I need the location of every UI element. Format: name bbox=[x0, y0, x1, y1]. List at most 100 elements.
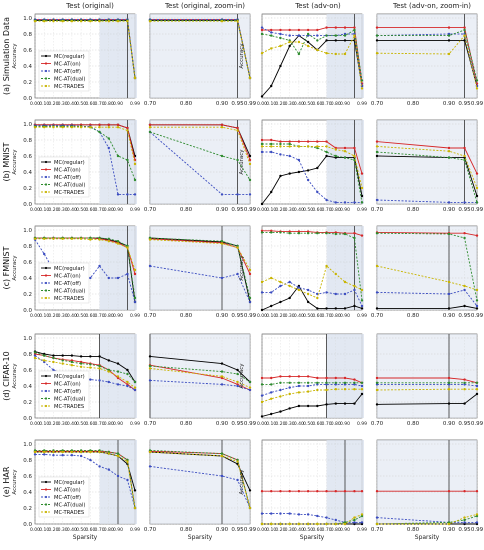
x-tick-label: 0.30 bbox=[58, 207, 68, 213]
x-tick-label: 0.20 bbox=[275, 421, 285, 427]
x-axis-label: Sparsity bbox=[300, 534, 325, 541]
data-point-off bbox=[89, 378, 92, 381]
legend-label: MC-AT(on) bbox=[54, 488, 81, 494]
data-point-off bbox=[126, 272, 129, 276]
data-point-trades bbox=[297, 145, 301, 148]
x-tick-label: 0.70 bbox=[322, 527, 332, 533]
legend-label: MC-AT(on) bbox=[54, 62, 81, 68]
data-point-on bbox=[260, 28, 264, 32]
series-line-trades bbox=[150, 126, 251, 165]
panel: 0.70 0.80 0.90 0.95 0.99 bbox=[144, 13, 257, 107]
legend: MC(regular) MC-AT(on)MC-AT(off) MC-AT(dual… bbox=[38, 50, 90, 92]
series-line-dual bbox=[376, 151, 478, 203]
x-tick-label: 0.60 bbox=[85, 421, 95, 427]
series-line-trades bbox=[149, 239, 251, 271]
series-line-trades bbox=[376, 34, 478, 89]
data-point-dual bbox=[116, 240, 120, 243]
row-label: (a) Simulation Data bbox=[2, 17, 11, 95]
data-point-trades bbox=[89, 126, 92, 129]
data-point-dual bbox=[316, 232, 319, 235]
data-point-trades bbox=[279, 395, 282, 398]
data-point-on bbox=[248, 272, 252, 276]
data-point-trades bbox=[116, 20, 120, 23]
series-line-trades bbox=[149, 367, 251, 389]
data-point-on bbox=[133, 272, 137, 276]
data-point-on bbox=[316, 490, 319, 493]
data-point-regular bbox=[279, 174, 282, 178]
data-point-dual bbox=[447, 381, 451, 384]
column-title-adv: Test (adv-on) bbox=[294, 2, 341, 10]
x-tick-label: 0.80 bbox=[104, 527, 114, 533]
data-point-off bbox=[33, 354, 37, 357]
data-point-trades bbox=[89, 238, 92, 241]
legend: MC(regular) MC-AT(on)MC-AT(off) MC-AT(dual… bbox=[38, 156, 90, 198]
data-point-regular bbox=[475, 194, 479, 198]
legend-marker bbox=[44, 183, 48, 186]
data-point-off bbox=[43, 252, 46, 256]
x-tick-label: 0.20 bbox=[275, 101, 285, 107]
data-point-trades bbox=[236, 246, 239, 249]
data-point-trades bbox=[475, 186, 479, 190]
x-tick-label: 0.10 bbox=[39, 527, 49, 533]
data-point-off bbox=[89, 458, 92, 462]
series-line-on bbox=[262, 375, 363, 384]
data-point-on bbox=[316, 376, 319, 380]
data-point-trades bbox=[220, 454, 224, 458]
x-tick-label: 0.40 bbox=[294, 207, 304, 213]
legend-label: MC-AT(off) bbox=[54, 175, 81, 181]
y-tick-label: 0.4 bbox=[23, 276, 32, 282]
legend-marker bbox=[44, 160, 48, 164]
legend-label: MC-AT(on) bbox=[54, 168, 81, 174]
data-point-trades bbox=[98, 238, 101, 241]
data-point-dual bbox=[133, 380, 137, 384]
x-tick-label: 0.00 bbox=[257, 313, 267, 319]
legend-label: MC-AT(dual) bbox=[54, 77, 85, 83]
data-point-trades bbox=[270, 276, 273, 280]
data-point-on bbox=[297, 140, 301, 143]
data-point-off bbox=[297, 513, 301, 516]
data-point-dual bbox=[133, 296, 137, 300]
data-point-on bbox=[447, 26, 451, 29]
data-point-off bbox=[463, 201, 466, 204]
x-tick-label: 0.70 bbox=[95, 527, 105, 533]
series-line-on bbox=[376, 231, 478, 237]
data-point-off bbox=[297, 286, 301, 289]
data-point-dual bbox=[360, 79, 364, 82]
data-point-off bbox=[43, 453, 46, 456]
data-point-off bbox=[334, 518, 337, 522]
legend-label: MC(regular) bbox=[54, 480, 85, 486]
y-tick-label: 1.0 bbox=[23, 336, 32, 342]
data-point-trades bbox=[98, 126, 101, 129]
legend-label: MC(regular) bbox=[54, 374, 85, 380]
data-point-regular bbox=[260, 95, 264, 98]
series-line-off bbox=[149, 465, 251, 509]
data-point-trades bbox=[79, 126, 83, 129]
x-axis-label: Sparsity bbox=[73, 534, 98, 541]
series-line-trades bbox=[376, 265, 478, 291]
data-point-trades bbox=[270, 522, 273, 526]
data-point-trades bbox=[43, 126, 46, 129]
x-tick-label: 0.10 bbox=[266, 313, 276, 319]
data-point-off bbox=[297, 34, 301, 37]
legend-marker bbox=[44, 266, 48, 270]
data-point-trades bbox=[79, 365, 83, 368]
data-point-dual bbox=[475, 201, 479, 204]
data-point-regular bbox=[463, 402, 466, 405]
data-point-trades bbox=[61, 362, 64, 365]
data-point-trades bbox=[360, 87, 364, 90]
data-point-off bbox=[279, 388, 282, 392]
data-point-dual bbox=[236, 372, 239, 376]
x-tick-label: 0.40 bbox=[67, 421, 77, 427]
data-point-dual bbox=[353, 158, 356, 162]
legend-marker bbox=[44, 488, 48, 491]
x-tick-label: 0.99 bbox=[244, 313, 257, 319]
data-point-off bbox=[98, 264, 101, 268]
data-point-trades bbox=[463, 388, 466, 391]
data-point-dual bbox=[116, 154, 120, 158]
data-point-trades bbox=[148, 20, 152, 23]
y-axis-label: Accuracy bbox=[239, 469, 245, 495]
data-point-trades bbox=[116, 126, 120, 129]
data-point-regular bbox=[375, 154, 379, 158]
data-point-off bbox=[270, 150, 273, 154]
x-tick-label: 0.30 bbox=[285, 527, 295, 533]
